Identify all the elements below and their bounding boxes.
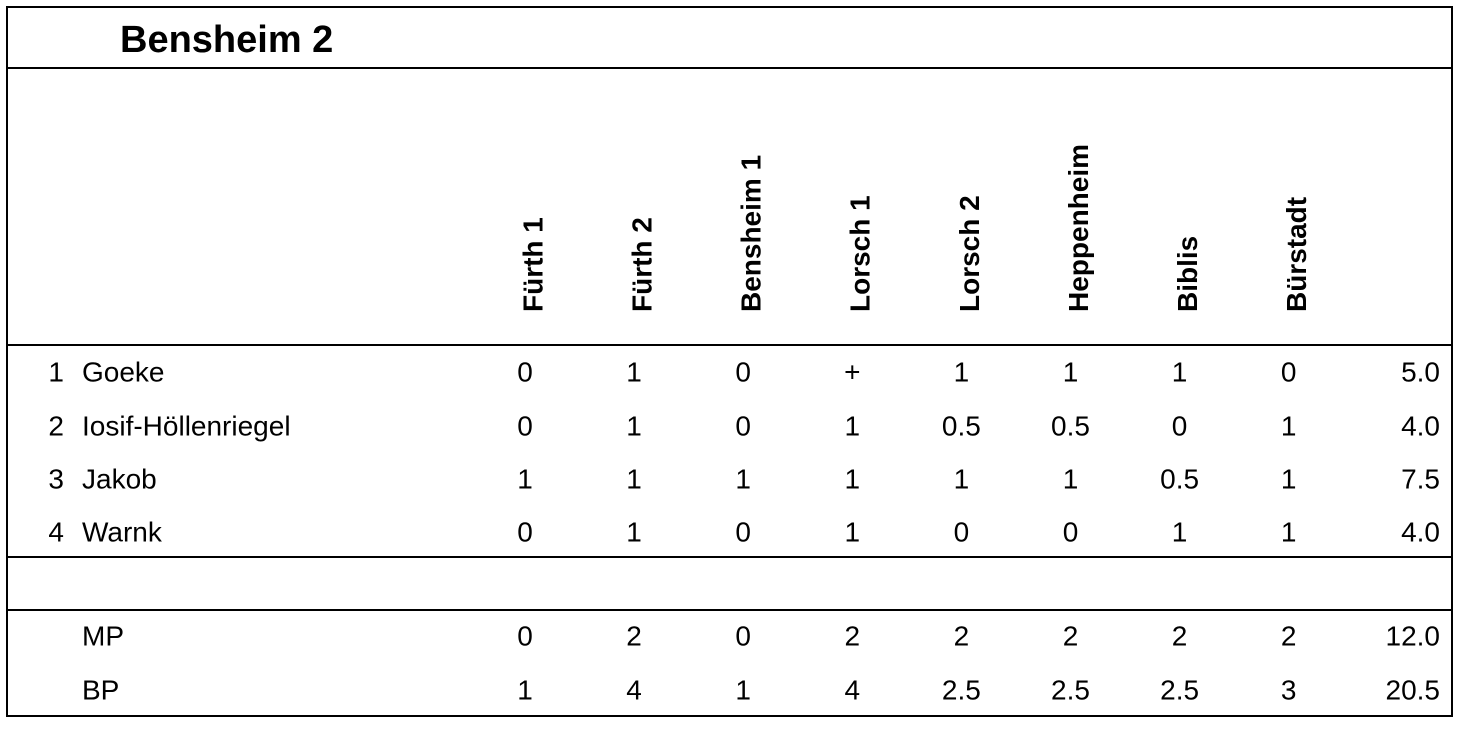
summary-cell: 0	[517, 620, 533, 651]
player-name: Goeke	[82, 356, 165, 387]
score-cell: 1	[845, 410, 861, 441]
score-cell: 1	[954, 463, 970, 494]
summary-cell: 4	[845, 674, 861, 705]
score-cell: 0.5	[1160, 463, 1199, 494]
score-cell: 0	[1172, 410, 1188, 441]
column-header: Bürstadt	[1281, 197, 1312, 312]
column-header: Lorsch 1	[845, 195, 876, 312]
column-header: Biblis	[1172, 236, 1203, 312]
score-cell: 0	[1281, 356, 1297, 387]
score-cell: 1	[626, 463, 642, 494]
summary-cell: 1	[735, 674, 751, 705]
summary-label: BP	[82, 674, 119, 705]
player-name: Warnk	[82, 516, 163, 547]
score-cell: 0	[517, 516, 533, 547]
summary-cell: 2	[954, 620, 970, 651]
summary-cell: 1	[517, 674, 533, 705]
summary-cell: 2	[1172, 620, 1188, 651]
score-cell: 0	[735, 516, 751, 547]
score-cell: 1	[1172, 516, 1188, 547]
table-border	[6, 6, 1453, 717]
score-cell: 1	[845, 463, 861, 494]
summary-cell: 2	[1281, 620, 1297, 651]
summary-cell: 2	[626, 620, 642, 651]
summary-cell: 3	[1281, 674, 1297, 705]
table-title: Bensheim 2	[120, 19, 333, 61]
summary-cell: 0	[735, 620, 751, 651]
rank: 2	[48, 410, 64, 441]
score-cell: 0	[1063, 516, 1079, 547]
score-cell: 1	[1281, 463, 1297, 494]
score-cell: 0.5	[1051, 410, 1090, 441]
total: 7.5	[1401, 463, 1440, 494]
score-cell: 1	[845, 516, 861, 547]
total: 5.0	[1401, 356, 1440, 387]
score-cell: 1	[1281, 410, 1297, 441]
summary-total: 12.0	[1386, 620, 1441, 651]
score-cell: +	[844, 356, 860, 387]
score-cell: 1	[626, 410, 642, 441]
rank: 4	[48, 516, 64, 547]
summary-cell: 2.5	[1051, 674, 1090, 705]
summary-cell: 2.5	[942, 674, 981, 705]
score-cell: 1	[1172, 356, 1188, 387]
summary-label: MP	[82, 620, 124, 651]
column-header: Fürth 1	[517, 217, 548, 312]
player-name: Jakob	[82, 463, 157, 494]
score-cell: 0.5	[942, 410, 981, 441]
score-cell: 1	[1063, 356, 1079, 387]
score-cell: 1	[626, 516, 642, 547]
score-cell: 0	[954, 516, 970, 547]
score-cell: 1	[1281, 516, 1297, 547]
score-cell: 0	[517, 356, 533, 387]
score-cell: 0	[517, 410, 533, 441]
score-cell: 0	[735, 356, 751, 387]
score-cell: 0	[735, 410, 751, 441]
column-header: Heppenheim	[1063, 144, 1094, 312]
score-cell: 1	[517, 463, 533, 494]
total: 4.0	[1401, 410, 1440, 441]
summary-cell: 2.5	[1160, 674, 1199, 705]
score-cell: 1	[626, 356, 642, 387]
column-header: Bensheim 1	[736, 155, 767, 312]
score-cell: 1	[1063, 463, 1079, 494]
summary-cell: 2	[845, 620, 861, 651]
total: 4.0	[1401, 516, 1440, 547]
column-header: Fürth 2	[626, 217, 657, 312]
summary-cell: 2	[1063, 620, 1079, 651]
column-header: Lorsch 2	[954, 195, 985, 312]
rank: 1	[48, 356, 64, 387]
summary-total: 20.5	[1386, 674, 1441, 705]
score-cell: 1	[954, 356, 970, 387]
score-cell: 1	[735, 463, 751, 494]
summary-cell: 4	[626, 674, 642, 705]
player-name: Iosif-Höllenriegel	[82, 410, 291, 441]
rank: 3	[48, 463, 64, 494]
